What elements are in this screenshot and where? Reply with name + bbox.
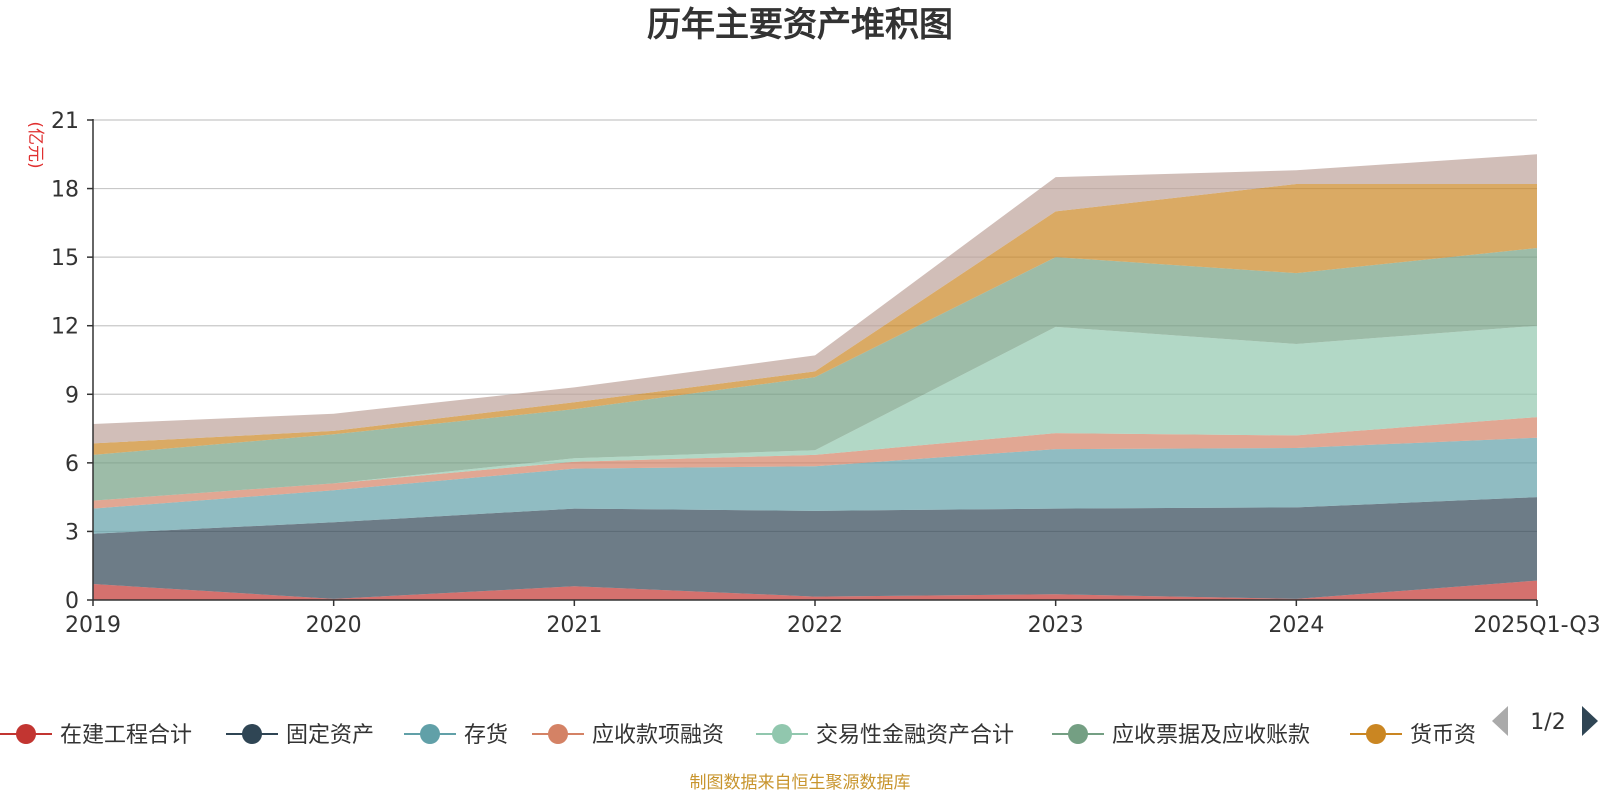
x-tick-label-2: 2020 [306, 613, 362, 638]
area-series-7 [93, 184, 1537, 455]
legend-item-7: 货币资 [1350, 723, 1476, 748]
legend-label-1: 在建工程合计 [60, 723, 192, 748]
area-series-1 [93, 580, 1537, 600]
x-tick-label-4: 2022 [787, 613, 843, 638]
x-tick-label-3: 2021 [546, 613, 602, 638]
legend-label-2: 固定资产 [286, 723, 374, 748]
legend-marker-7 [1366, 724, 1386, 744]
area-series-3 [93, 437, 1537, 534]
legend: 在建工程合计 固定资产 存货 应收款项融资 交易性金融资产合计 应收票据及应收账款 货币资 [0, 723, 1476, 748]
legend-item-3: 存货 [404, 723, 508, 748]
legend-prev-page-icon[interactable] [1492, 706, 1508, 736]
legend-pager: 1/2 [1492, 706, 1598, 736]
legend-item-5: 交易性金融资产合计 [756, 723, 1014, 748]
legend-marker-6 [1068, 724, 1088, 744]
x-tick-label-1: 2019 [65, 613, 121, 638]
legend-item-4: 应收款项融资 [532, 723, 724, 748]
area-series-5 [93, 325, 1537, 501]
y-tick-label-12: 12 [51, 315, 79, 340]
legend-label-4: 应收款项融资 [592, 723, 724, 748]
area-series-8 [93, 154, 1537, 444]
legend-item-2: 固定资产 [226, 723, 374, 748]
area-series-4 [93, 417, 1537, 509]
legend-label-7: 货币资 [1410, 723, 1476, 748]
y-tick-label-15: 15 [51, 246, 79, 271]
x-tick-label-6: 2024 [1268, 613, 1324, 638]
legend-marker-2 [242, 724, 262, 744]
area-series-6 [93, 248, 1537, 501]
y-tick-label-6: 6 [65, 452, 79, 477]
legend-next-page-icon[interactable] [1582, 706, 1598, 736]
y-axis-ticks: 0 3 6 9 12 15 18 21 [51, 109, 93, 614]
y-tick-label-3: 3 [65, 520, 79, 545]
legend-page-indicator: 1/2 [1530, 710, 1565, 735]
y-tick-label-21: 21 [51, 109, 79, 134]
x-tick-label-5: 2023 [1028, 613, 1084, 638]
legend-item-1: 在建工程合计 [0, 723, 192, 748]
y-axis-unit-label: (亿元) [25, 121, 45, 168]
legend-label-6: 应收票据及应收账款 [1112, 723, 1310, 748]
y-tick-label-18: 18 [51, 178, 79, 203]
area-series-2 [93, 497, 1537, 599]
chart-title: 历年主要资产堆积图 [647, 5, 953, 45]
y-tick-label-0: 0 [65, 589, 79, 614]
x-axis-ticks: 2019 2020 2021 2022 2023 2024 2025Q1-Q3 [65, 600, 1600, 638]
legend-marker-5 [772, 724, 792, 744]
legend-label-5: 交易性金融资产合计 [816, 723, 1014, 748]
legend-marker-4 [548, 724, 568, 744]
legend-marker-3 [420, 724, 440, 744]
x-tick-label-7: 2025Q1-Q3 [1473, 613, 1600, 638]
area-series-group [93, 154, 1537, 600]
y-tick-label-9: 9 [65, 383, 79, 408]
legend-marker-1 [16, 724, 36, 744]
legend-label-3: 存货 [464, 723, 508, 748]
legend-item-6: 应收票据及应收账款 [1052, 723, 1310, 748]
data-source-note: 制图数据来自恒生聚源数据库 [690, 773, 911, 793]
